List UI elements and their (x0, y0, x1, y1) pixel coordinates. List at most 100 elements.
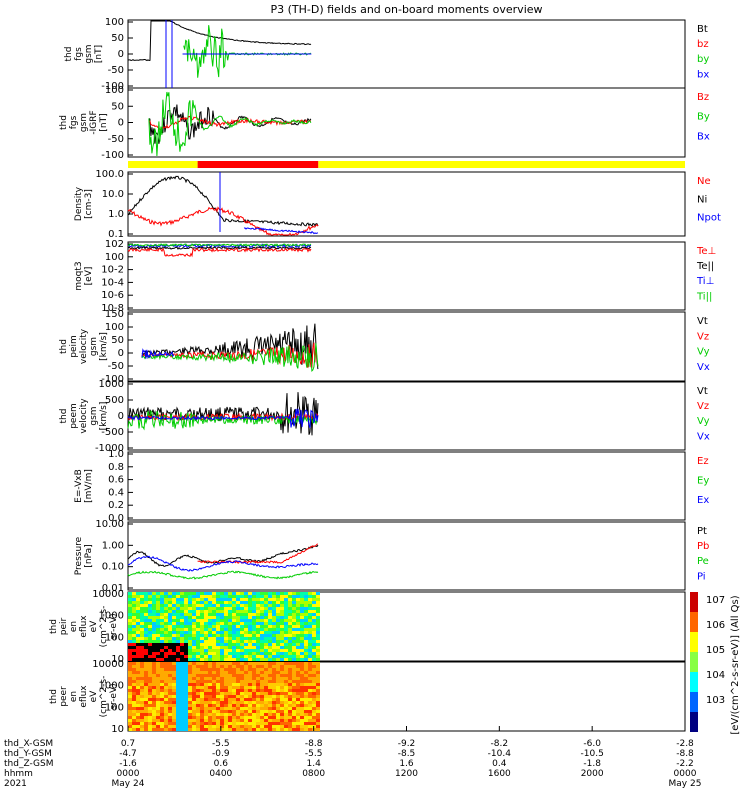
spec-cell (256, 701, 260, 704)
spec-cell (156, 598, 160, 601)
spec-cell (268, 595, 272, 598)
spec-cell (312, 658, 316, 661)
spec-cell (228, 716, 232, 719)
spec-cell (300, 598, 304, 601)
spec-cell (224, 631, 228, 634)
spec-cell (140, 619, 144, 622)
spec-cell (312, 622, 316, 625)
spec-cell (144, 640, 148, 643)
spec-cell (172, 671, 176, 674)
spec-cell (264, 671, 268, 674)
spec-cell (240, 655, 244, 658)
spec-cell (132, 616, 136, 619)
spec-cell (312, 674, 316, 677)
spec-cell (312, 595, 316, 598)
spec-cell (264, 655, 268, 658)
spec-cell (280, 592, 284, 595)
spec-cell (172, 595, 176, 598)
spec-cell (272, 722, 276, 725)
spec-cell (272, 713, 276, 716)
spec-cell (144, 622, 148, 625)
spec-cell (156, 640, 160, 643)
spec-cell (216, 689, 220, 692)
spec-cell (296, 592, 300, 595)
spec-cell (204, 671, 208, 674)
x-row-value: -2.8 (676, 739, 694, 749)
spec-cell (204, 674, 208, 677)
spec-cell (156, 655, 160, 658)
spec-cell (316, 713, 320, 716)
spec-cell (164, 634, 168, 637)
spec-cell (172, 649, 176, 652)
spec-cell (248, 692, 252, 695)
spec-cell (196, 658, 200, 661)
spec-cell (196, 662, 200, 665)
spec-cell (204, 631, 208, 634)
spec-cell (196, 619, 200, 622)
spec-cell (272, 598, 276, 601)
legend-Vz: Vz (697, 331, 709, 342)
spec-cell (156, 604, 160, 607)
spec-cell (128, 616, 132, 619)
spec-cell (228, 710, 232, 713)
spec-cell (160, 728, 164, 731)
spec-cell (140, 668, 144, 671)
spec-cell (292, 610, 296, 613)
spec-cell (252, 668, 256, 671)
spec-cell (160, 665, 164, 668)
spec-cell (312, 662, 316, 665)
spec-cell (212, 719, 216, 722)
spec-cell (312, 652, 316, 655)
spec-cell (164, 610, 168, 613)
spec-cell (276, 704, 280, 707)
spec-cell (144, 680, 148, 683)
spec-cell (140, 607, 144, 610)
colorbar-block (690, 652, 698, 672)
spec-cell (252, 619, 256, 622)
spec-cell (248, 689, 252, 692)
spec-cell (192, 646, 196, 649)
spec-cell (148, 686, 152, 689)
y-tick-label: 10-8 (101, 303, 124, 314)
spec-cell (232, 725, 236, 728)
spec-cell (256, 649, 260, 652)
spec-cell (188, 625, 192, 628)
spec-cell (172, 622, 176, 625)
spec-cell (128, 646, 132, 649)
y-tick-label: -100 (101, 374, 124, 385)
spec-cell (212, 646, 216, 649)
spec-cell (128, 701, 132, 704)
spectrogram-peir (128, 592, 320, 661)
spec-cell (132, 674, 136, 677)
spec-cell (308, 655, 312, 658)
spec-cell (308, 668, 312, 671)
spec-cell (236, 649, 240, 652)
spec-cell (228, 692, 232, 695)
spec-cell (136, 725, 140, 728)
spec-cell (188, 637, 192, 640)
spec-cell (200, 610, 204, 613)
spec-cell (264, 601, 268, 604)
spec-cell (128, 671, 132, 674)
spec-cell (184, 658, 188, 661)
spec-cell (140, 598, 144, 601)
spec-cell (232, 698, 236, 701)
spec-cell (164, 616, 168, 619)
x-row-value: -10.4 (488, 749, 512, 759)
spec-cell (284, 680, 288, 683)
spec-cell (136, 662, 140, 665)
spec-cell (280, 686, 284, 689)
spec-cell (152, 677, 156, 680)
spec-cell (212, 604, 216, 607)
spec-cell (296, 640, 300, 643)
spec-cell (132, 658, 136, 661)
spec-cell (140, 658, 144, 661)
spec-cell (180, 725, 184, 728)
spec-cell (304, 665, 308, 668)
spec-cell (248, 662, 252, 665)
y-axis-label: [eV] (84, 267, 94, 286)
y-tick-label: -100 (101, 150, 124, 161)
spec-cell (180, 625, 184, 628)
spec-cell (156, 646, 160, 649)
